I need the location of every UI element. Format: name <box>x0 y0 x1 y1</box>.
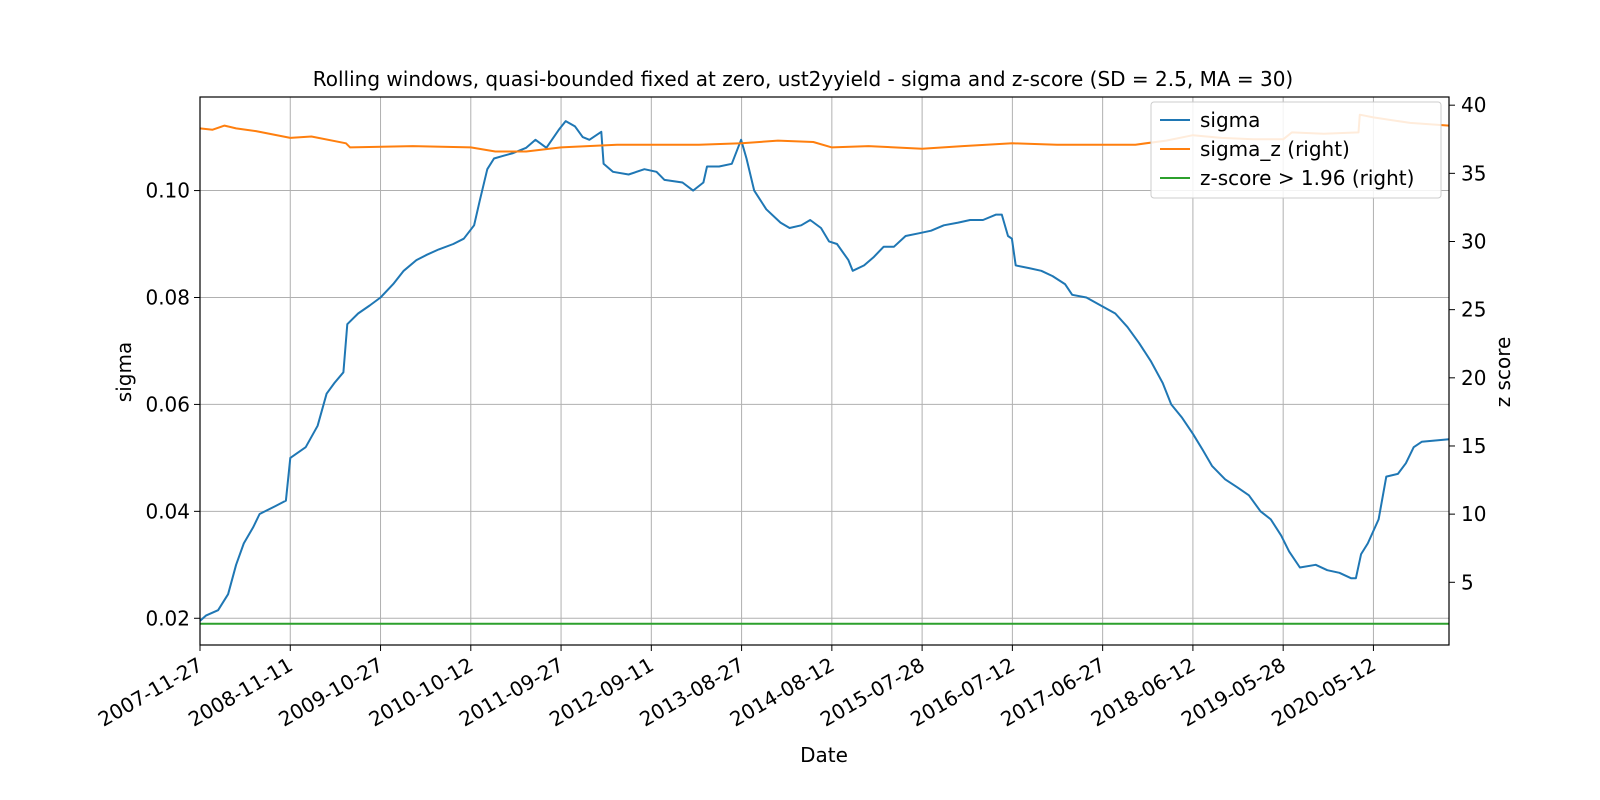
sigma-line <box>199 120 1450 622</box>
y-right-tick-label: 10 <box>1461 502 1486 526</box>
y-right-tick-label: 20 <box>1461 366 1486 390</box>
y-tick-label: 0.02 <box>145 606 190 630</box>
legend-item-threshold: z-score > 1.96 (right) <box>1200 166 1414 190</box>
y-axis-title: sigma <box>112 342 136 402</box>
y-right-tick-label: 30 <box>1461 229 1486 253</box>
y-axis-left: 0.02 0.04 0.06 0.08 0.10 <box>145 179 200 630</box>
y-right-tick-label: 25 <box>1461 298 1486 322</box>
y-axis-right-title: z score <box>1491 337 1515 408</box>
legend-item-sigma-z: sigma_z (right) <box>1200 137 1350 161</box>
y-right-tick-label: 40 <box>1461 93 1486 117</box>
y-tick-label: 0.10 <box>145 179 190 203</box>
x-axis-title: Date <box>800 743 848 767</box>
y-tick-label: 0.08 <box>145 285 190 309</box>
y-right-tick-label: 5 <box>1461 570 1474 594</box>
y-tick-label: 0.06 <box>145 392 190 416</box>
y-tick-label: 0.04 <box>145 499 190 523</box>
chart-title: Rolling windows, quasi-bounded fixed at … <box>313 67 1293 91</box>
legend: sigma sigma_z (right) z-score > 1.96 (righ… <box>1150 101 1442 199</box>
legend-item-sigma: sigma <box>1200 108 1260 132</box>
legend-box <box>1150 101 1442 199</box>
y-axis-right: 5 10 15 20 25 30 35 40 <box>1449 93 1486 594</box>
y-right-tick-label: 35 <box>1461 161 1486 185</box>
plot-frame <box>199 96 1450 646</box>
y-right-tick-label: 15 <box>1461 434 1486 458</box>
